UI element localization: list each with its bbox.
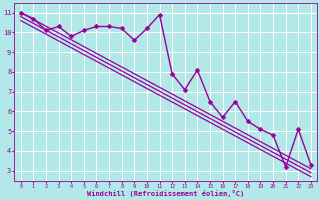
X-axis label: Windchill (Refroidissement éolien,°C): Windchill (Refroidissement éolien,°C) [87,190,244,197]
